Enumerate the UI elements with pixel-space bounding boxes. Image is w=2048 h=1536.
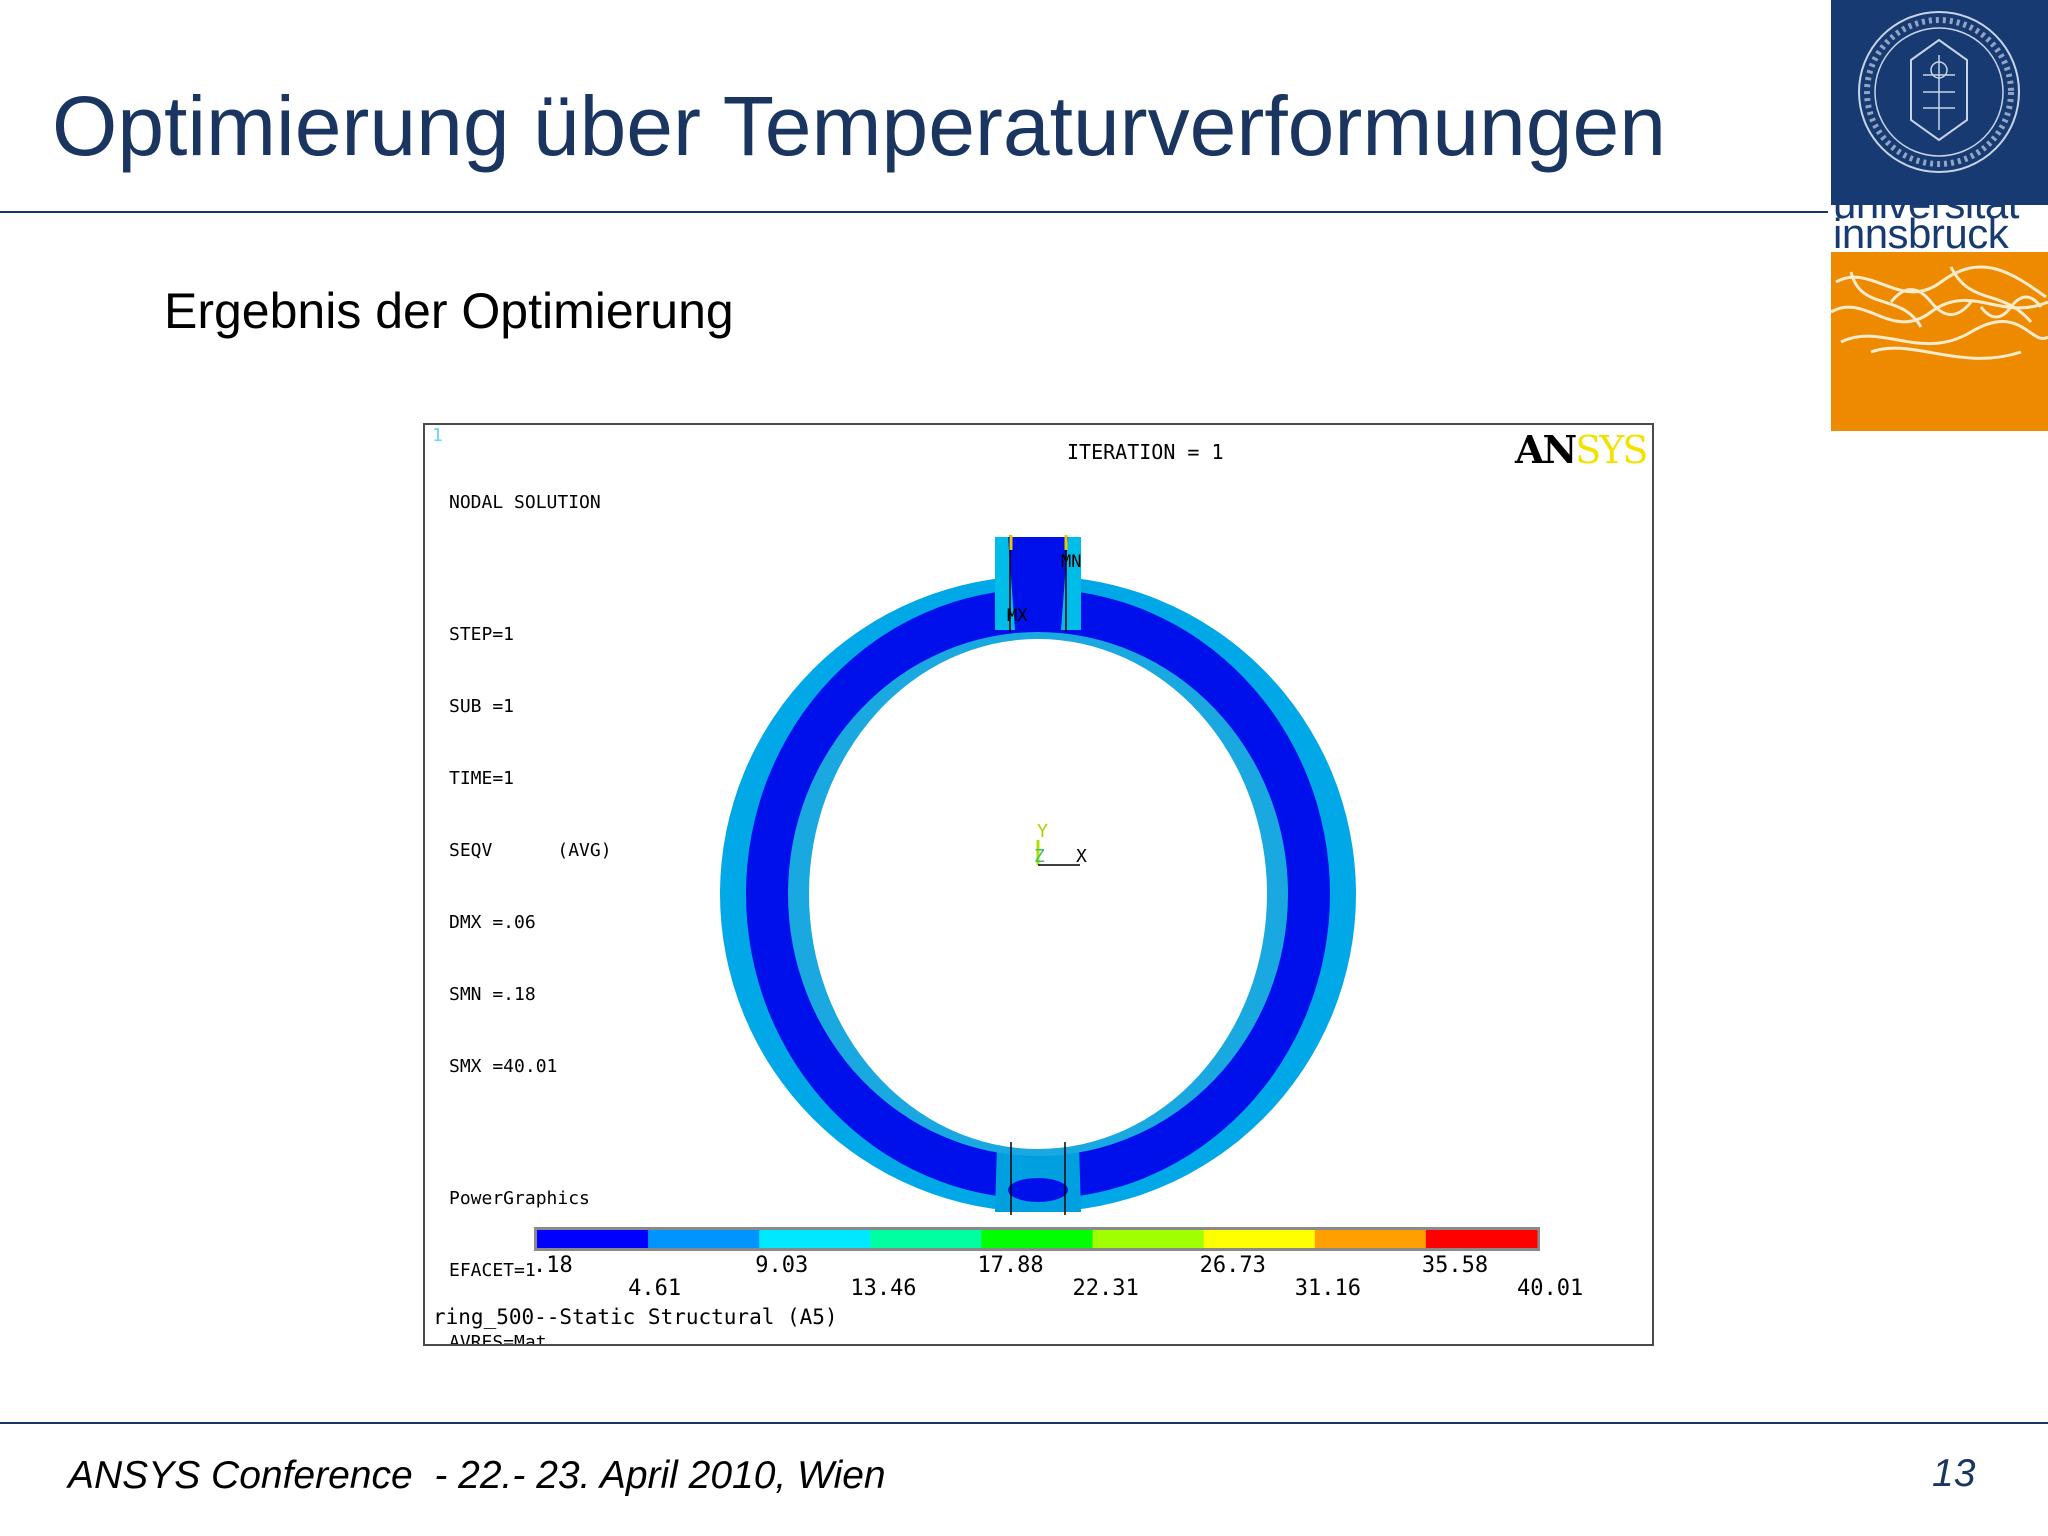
logo-text-innsbruck: innsbruck bbox=[1833, 210, 2009, 257]
stress-ring-contour: MN MX Y Z X bbox=[720, 535, 1356, 1215]
logo-scribble-pattern bbox=[1831, 265, 2048, 360]
ring-bottom-core bbox=[1008, 1178, 1068, 1202]
legend-tick-lower: 13.46 bbox=[850, 1276, 917, 1301]
info-smn: SMN =.18 bbox=[449, 984, 536, 1005]
axis-z-label: Z bbox=[1034, 846, 1045, 867]
solution-info-block: NODAL SOLUTION STEP=1 SUB =1 TIME=1 SEQV… bbox=[449, 443, 612, 1346]
ring-top-core bbox=[1008, 537, 1068, 630]
legend-tick-upper: 17.88 bbox=[977, 1253, 1044, 1278]
legend-tick-upper: 35.58 bbox=[1421, 1253, 1489, 1278]
axis-x-label: X bbox=[1076, 846, 1087, 867]
info-graphics: PowerGraphics bbox=[449, 1188, 590, 1209]
header-divider bbox=[0, 211, 1828, 213]
info-sub: SUB =1 bbox=[449, 696, 515, 717]
legend-swatch bbox=[648, 1230, 760, 1248]
ansys-logo-an: AN bbox=[1515, 427, 1577, 472]
legend-swatch bbox=[537, 1230, 649, 1248]
legend-tick-upper: 9.03 bbox=[755, 1253, 809, 1278]
info-dmx: DMX =.06 bbox=[449, 912, 536, 933]
max-marker: MX bbox=[1007, 606, 1028, 626]
ansys-logo-sys: SYS bbox=[1575, 428, 1648, 472]
info-avres: AVRES=Mat bbox=[449, 1332, 547, 1346]
plot-caption: ring_500--Static Structural (A5) bbox=[433, 1305, 838, 1329]
footer-divider bbox=[0, 1422, 2048, 1424]
logo-orange-panel bbox=[1831, 252, 2048, 431]
legend-swatch bbox=[981, 1230, 1094, 1248]
footer-text: ANSYS Conference - 22.- 23. April 2010, … bbox=[68, 1454, 886, 1497]
legend-swatch bbox=[1092, 1230, 1205, 1248]
iteration-label: ITERATION = 1 bbox=[1067, 440, 1224, 464]
legend-tick-upper: 26.73 bbox=[1199, 1253, 1266, 1278]
legend-tick-upper: .18 bbox=[533, 1253, 573, 1278]
slide-title: Optimierung über Temperaturverformungen bbox=[52, 79, 1666, 173]
info-time: TIME=1 bbox=[449, 768, 515, 789]
legend-tick-lower: 31.16 bbox=[1294, 1276, 1361, 1301]
window-number: 1 bbox=[432, 425, 443, 446]
axis-y-label: Y bbox=[1037, 821, 1048, 842]
ansys-logo: ANSYS bbox=[1515, 427, 1648, 472]
min-marker: MN bbox=[1061, 552, 1081, 572]
university-seal-icon bbox=[1858, 11, 2020, 173]
legend-tick-lower: 40.01 bbox=[1517, 1276, 1584, 1301]
info-seqv: SEQV (AVG) bbox=[449, 840, 612, 861]
legend-swatch bbox=[1425, 1230, 1538, 1248]
color-legend-bar bbox=[534, 1227, 1540, 1251]
legend-swatch bbox=[870, 1230, 982, 1248]
info-smx: SMX =40.01 bbox=[449, 1056, 558, 1077]
info-step: STEP=1 bbox=[449, 624, 515, 645]
page-number: 13 bbox=[1932, 1452, 1976, 1495]
info-header: NODAL SOLUTION bbox=[449, 492, 601, 513]
info-efacet: EFACET=1 bbox=[449, 1260, 536, 1281]
legend-swatch bbox=[1314, 1230, 1427, 1248]
legend-swatch bbox=[759, 1230, 871, 1248]
ansys-result-plot: 1 ITERATION = 1 ANSYS NODAL SOLUTION STE… bbox=[423, 423, 1654, 1346]
legend-swatch bbox=[1203, 1230, 1316, 1248]
slide-subtitle: Ergebnis der Optimierung bbox=[164, 283, 734, 339]
legend-tick-lower: 4.61 bbox=[628, 1276, 682, 1301]
logo-text-universitaet: universität bbox=[1833, 180, 2019, 227]
ring-hole bbox=[809, 639, 1267, 1149]
coordinate-triad-icon: Y Z X bbox=[1034, 821, 1087, 867]
university-logo: universität innsbruck bbox=[1831, 0, 2048, 431]
legend-tick-lower: 22.31 bbox=[1072, 1276, 1139, 1301]
